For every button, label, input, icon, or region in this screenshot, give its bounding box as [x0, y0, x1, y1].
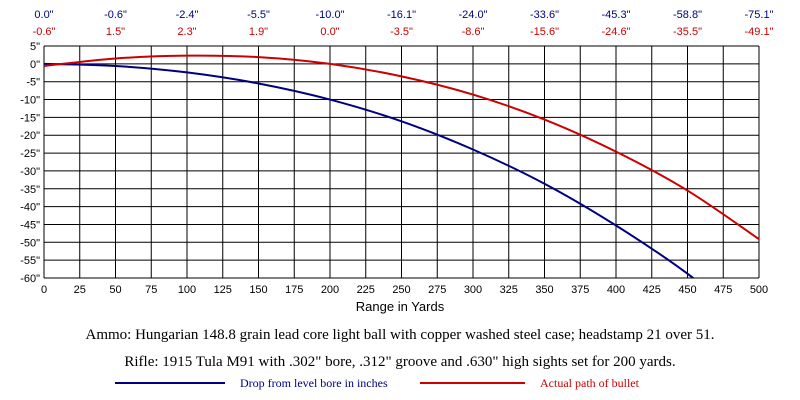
path-value-label: 2.3": [177, 26, 196, 38]
x-tick-label: 200: [321, 284, 339, 296]
x-tick-label: 375: [571, 284, 589, 296]
drop-value-label: 0.0": [34, 9, 53, 21]
legend-path-label: Actual path of bullet: [540, 376, 640, 390]
axis-tick-labels: 0 25 50 75 100 125 150 175 200 225 250 275 300 325 350…: [20, 41, 768, 296]
x-tick-label: 400: [607, 284, 625, 296]
drop-value-label: -45.3": [602, 9, 631, 21]
x-tick-label: 225: [357, 284, 375, 296]
x-tick-label: 150: [249, 284, 267, 296]
grid: [43, 45, 760, 279]
drop-value-label: -24.0": [459, 9, 488, 21]
x-tick-label: 275: [428, 284, 446, 296]
x-tick-label: 350: [535, 284, 553, 296]
y-tick-label: -35": [20, 184, 40, 196]
x-tick-label: 125: [214, 284, 232, 296]
x-tick-label: 50: [109, 284, 121, 296]
caption-ammo: Ammo: Hungarian 148.8 grain lead core li…: [86, 327, 715, 343]
y-tick-label: -10": [20, 95, 40, 107]
x-tick-label: 500: [750, 284, 768, 296]
series-lines: [44, 54, 759, 278]
drop-value-label: -16.1": [387, 9, 416, 21]
path-value-label: 1.5": [106, 26, 125, 38]
path-series-line: [44, 54, 759, 240]
drop-value-label: -33.6": [530, 9, 559, 21]
x-tick-label: 250: [392, 284, 410, 296]
y-tick-label: -55": [20, 255, 40, 267]
path-value-label: -0.6": [33, 26, 56, 38]
drop-value-label: -58.8": [673, 9, 702, 21]
caption-rifle: Rifle: 1915 Tula M91 with .302" bore, .3…: [124, 354, 675, 370]
x-tick-label: 475: [714, 284, 732, 296]
drop-value-label: -2.4": [176, 9, 199, 21]
drop-value-label: -5.5": [247, 9, 270, 21]
top-labels: 0.0" -0.6" -2.4" -5.5" -10.0" -16.1" -24.0" -33…: [33, 9, 774, 38]
drop-value-label: -75.1": [745, 9, 774, 21]
legend-drop-label: Drop from level bore in inches: [240, 376, 388, 390]
y-tick-label: -20": [20, 130, 40, 142]
path-value-label: -24.6": [602, 26, 631, 38]
y-tick-label: -50": [20, 237, 40, 249]
y-tick-label: -45": [20, 219, 40, 231]
path-value-label: -35.5": [673, 26, 702, 38]
y-tick-label: 0": [30, 59, 40, 71]
y-tick-label: -30": [20, 166, 40, 178]
path-value-label: -15.6": [530, 26, 559, 38]
x-axis-label: Range in Yards: [356, 299, 445, 314]
drop-series-line: [44, 62, 695, 278]
y-tick-label: -60": [20, 273, 40, 285]
path-value-label: 0.0": [320, 26, 339, 38]
legend: Drop from level bore in inches Actual pa…: [115, 376, 640, 390]
x-tick-label: 325: [500, 284, 518, 296]
x-tick-label: 0: [41, 284, 47, 296]
x-tick-label: 100: [178, 284, 196, 296]
y-tick-label: -40": [20, 202, 40, 214]
x-tick-label: 175: [285, 284, 303, 296]
y-tick-label: 5": [30, 41, 40, 53]
x-tick-label: 25: [74, 284, 86, 296]
x-tick-label: 450: [678, 284, 696, 296]
path-value-label: -3.5": [390, 26, 413, 38]
y-tick-label: -25": [20, 148, 40, 160]
path-value-label: -49.1": [745, 26, 774, 38]
drop-value-label: -10.0": [316, 9, 345, 21]
y-tick-label: -5": [26, 77, 40, 89]
y-tick-label: -15": [20, 112, 40, 124]
path-value-label: 1.9": [249, 26, 268, 38]
drop-value-label: -0.6": [104, 9, 127, 21]
path-value-label: -8.6": [462, 26, 485, 38]
x-tick-label: 300: [464, 284, 482, 296]
x-tick-label: 75: [145, 284, 157, 296]
x-tick-label: 425: [643, 284, 661, 296]
